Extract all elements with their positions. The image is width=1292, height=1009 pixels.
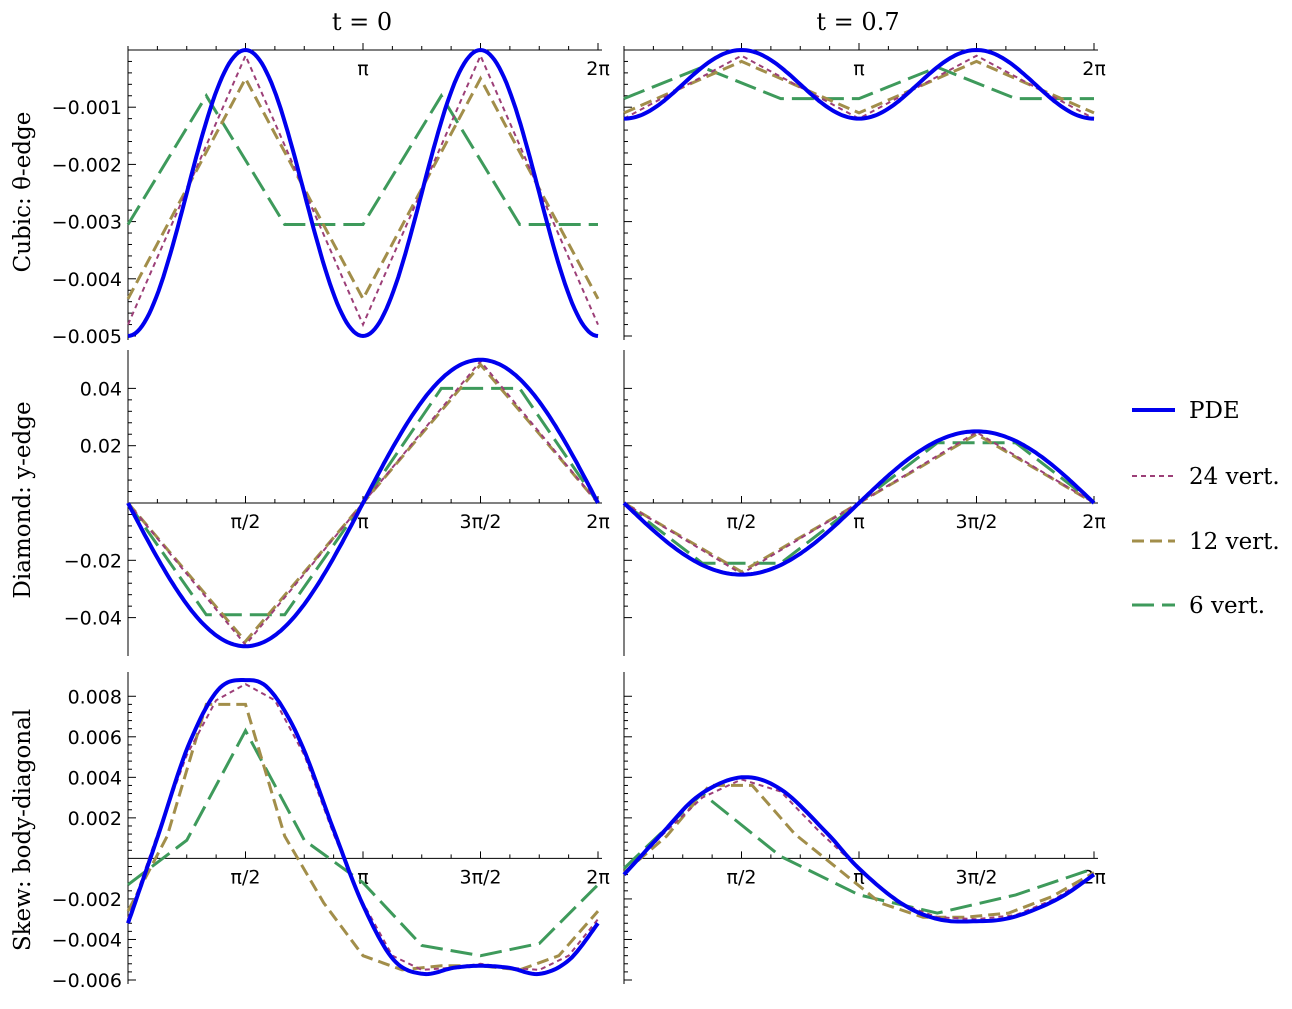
series-6-vert — [126, 92, 598, 226]
series-pde — [624, 47, 1094, 121]
series-24-vert — [623, 778, 1095, 921]
series-pde — [622, 429, 1096, 577]
x-tick-label: 2π — [586, 511, 610, 533]
x-tick-label: 3π/2 — [459, 866, 501, 888]
x-tick-label: π — [853, 866, 864, 888]
x-tick-label: 3π/2 — [459, 511, 501, 533]
y-tick-label: 0.02 — [80, 436, 122, 458]
series-group — [622, 429, 1096, 577]
panel-skew-t0: π/2 π 3π/2 2π 0.008 0.006 0.004 0.002 −0.002 −0.0… — [52, 672, 610, 992]
series-24-vert — [623, 54, 1095, 120]
row-title-skew: Skew: body-diagonal — [10, 709, 36, 951]
y-tick-label: −0.003 — [52, 212, 122, 234]
legend-label-12: 12 vert. — [1189, 529, 1280, 555]
y-tick-label: 0.04 — [80, 378, 122, 400]
panel-diamond-t07: π/2 π 3π/2 2π — [622, 350, 1106, 656]
series-pde — [126, 357, 600, 649]
series-12-vert — [126, 702, 600, 972]
series-12-vert — [126, 75, 600, 302]
series-12-vert — [623, 783, 1095, 919]
x-tick-label: 3π/2 — [955, 866, 997, 888]
series-6-vert — [623, 65, 1094, 101]
legend-label-6: 6 vert. — [1189, 593, 1265, 619]
series-group — [623, 47, 1095, 121]
legend-label-pde: PDE — [1189, 398, 1240, 424]
panel-skew-t07: π/2 π 3π/2 2π — [622, 672, 1106, 984]
y-tick-label: −0.002 — [52, 154, 122, 176]
series-24-vert — [127, 53, 599, 328]
series-group — [622, 775, 1096, 924]
x-tick-label: π — [357, 511, 368, 533]
legend: PDE 24 vert. 12 vert. 6 vert. — [1132, 398, 1280, 619]
x-tick-label: π — [853, 58, 864, 80]
x-tick-label: π — [357, 58, 368, 80]
x-tick-label: π/2 — [231, 866, 261, 888]
y-tick-label: −0.02 — [64, 550, 122, 572]
y-tick-label: −0.002 — [52, 889, 122, 911]
y-tick-label: 0.008 — [68, 686, 122, 708]
series-pde — [127, 47, 599, 339]
x-tick-label: π/2 — [727, 511, 757, 533]
x-tick-label: 2π — [1082, 511, 1106, 533]
column-title-t0: t = 0 — [332, 8, 392, 36]
panel-cubic-t07: π 2π — [623, 43, 1106, 340]
y-tick-label: −0.04 — [64, 608, 122, 630]
series-24-vert — [127, 359, 599, 647]
y-tick-label: −0.004 — [52, 929, 122, 951]
x-tick-label: π — [853, 511, 864, 533]
y-tick-label: 0.006 — [68, 727, 122, 749]
x-tick-label: 3π/2 — [955, 511, 997, 533]
row-title-cubic: Cubic: θ-edge — [10, 112, 36, 273]
y-tick-label: 0.004 — [68, 767, 122, 789]
y-tick-label: −0.005 — [52, 326, 122, 348]
x-tick-label: 2π — [1082, 866, 1106, 888]
series-pde — [622, 775, 1096, 924]
y-tick-label: −0.001 — [52, 97, 122, 119]
x-tick-label: π — [357, 866, 368, 888]
series-12-vert — [623, 59, 1095, 115]
column-title-t07: t = 0.7 — [816, 8, 899, 36]
series-group — [126, 47, 600, 339]
series-6-vert — [127, 727, 600, 958]
panel-diamond-t0: π/2 π 3π/2 2π 0.04 0.02 −0.02 −0.04 — [64, 350, 610, 656]
panel-cubic-t0: π 2π −0.001 −0.002 −0.003 −0.004 −0.005 — [52, 43, 610, 348]
y-tick-label: −0.004 — [52, 269, 122, 291]
y-tick-label: −0.006 — [52, 970, 122, 992]
x-tick-label: 2π — [1082, 58, 1106, 80]
x-tick-label: π/2 — [727, 866, 757, 888]
series-group — [126, 678, 600, 977]
y-tick-label: 0.002 — [68, 808, 122, 830]
series-pde — [126, 678, 600, 977]
x-tick-label: 2π — [586, 58, 610, 80]
x-tick-label: 2π — [586, 866, 610, 888]
x-tick-label: π/2 — [231, 511, 261, 533]
series-group — [126, 357, 600, 649]
row-title-diamond: Diamond: y-edge — [10, 401, 36, 598]
legend-label-24: 24 vert. — [1189, 464, 1280, 490]
